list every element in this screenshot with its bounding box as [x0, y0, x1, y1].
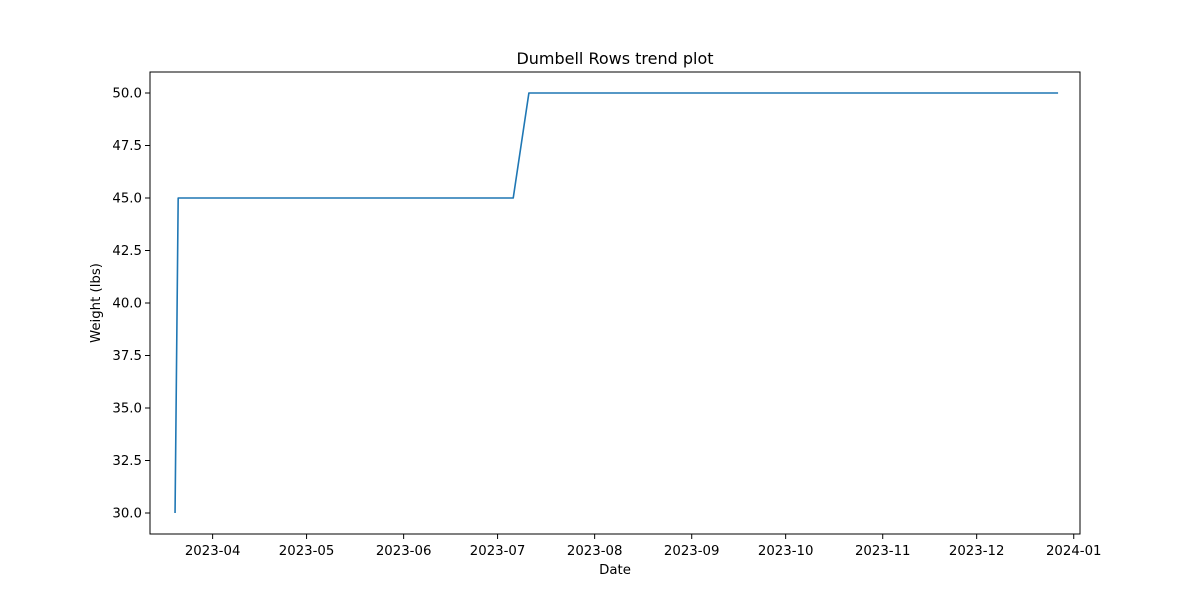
plot-frame — [149, 71, 1081, 535]
x-tick-label: 2024-01 — [1046, 544, 1102, 559]
x-tick-label: 2023-05 — [279, 544, 335, 559]
y-tick-label: 40.0 — [112, 297, 142, 312]
x-axis-label: Date — [599, 563, 631, 578]
y-axis-label: Weight (lbs) — [89, 263, 104, 343]
y-tick-label: 35.0 — [112, 402, 142, 417]
x-tick-label: 2023-11 — [855, 544, 911, 559]
y-axis: 30.0 32.5 35.0 37.5 40.0 42.5 45.0 47.5 50.0 — [112, 87, 150, 522]
y-tick-label: 50.0 — [112, 87, 142, 102]
x-tick-label: 2023-09 — [664, 544, 720, 559]
y-tick-label: 30.0 — [112, 507, 142, 522]
y-tick-label: 47.5 — [112, 139, 142, 154]
series-line — [174, 92, 1059, 514]
x-tick-label: 2023-08 — [567, 544, 623, 559]
x-tick-label: 2023-06 — [376, 544, 432, 559]
y-tick-label: 32.5 — [112, 454, 142, 469]
x-tick-label: 2023-07 — [470, 544, 526, 559]
x-axis: 2023-04 2023-05 2023-06 2023-07 2023-08 2023-… — [185, 534, 1102, 559]
plot-area — [174, 92, 1059, 514]
y-tick-label: 37.5 — [112, 349, 142, 364]
x-tick-label: 2023-04 — [185, 544, 241, 559]
chart-title: Dumbell Rows trend plot — [516, 49, 713, 68]
y-tick-label: 42.5 — [112, 244, 142, 259]
y-tick-label: 45.0 — [112, 192, 142, 207]
x-tick-label: 2023-10 — [758, 544, 814, 559]
x-tick-label: 2023-12 — [949, 544, 1005, 559]
